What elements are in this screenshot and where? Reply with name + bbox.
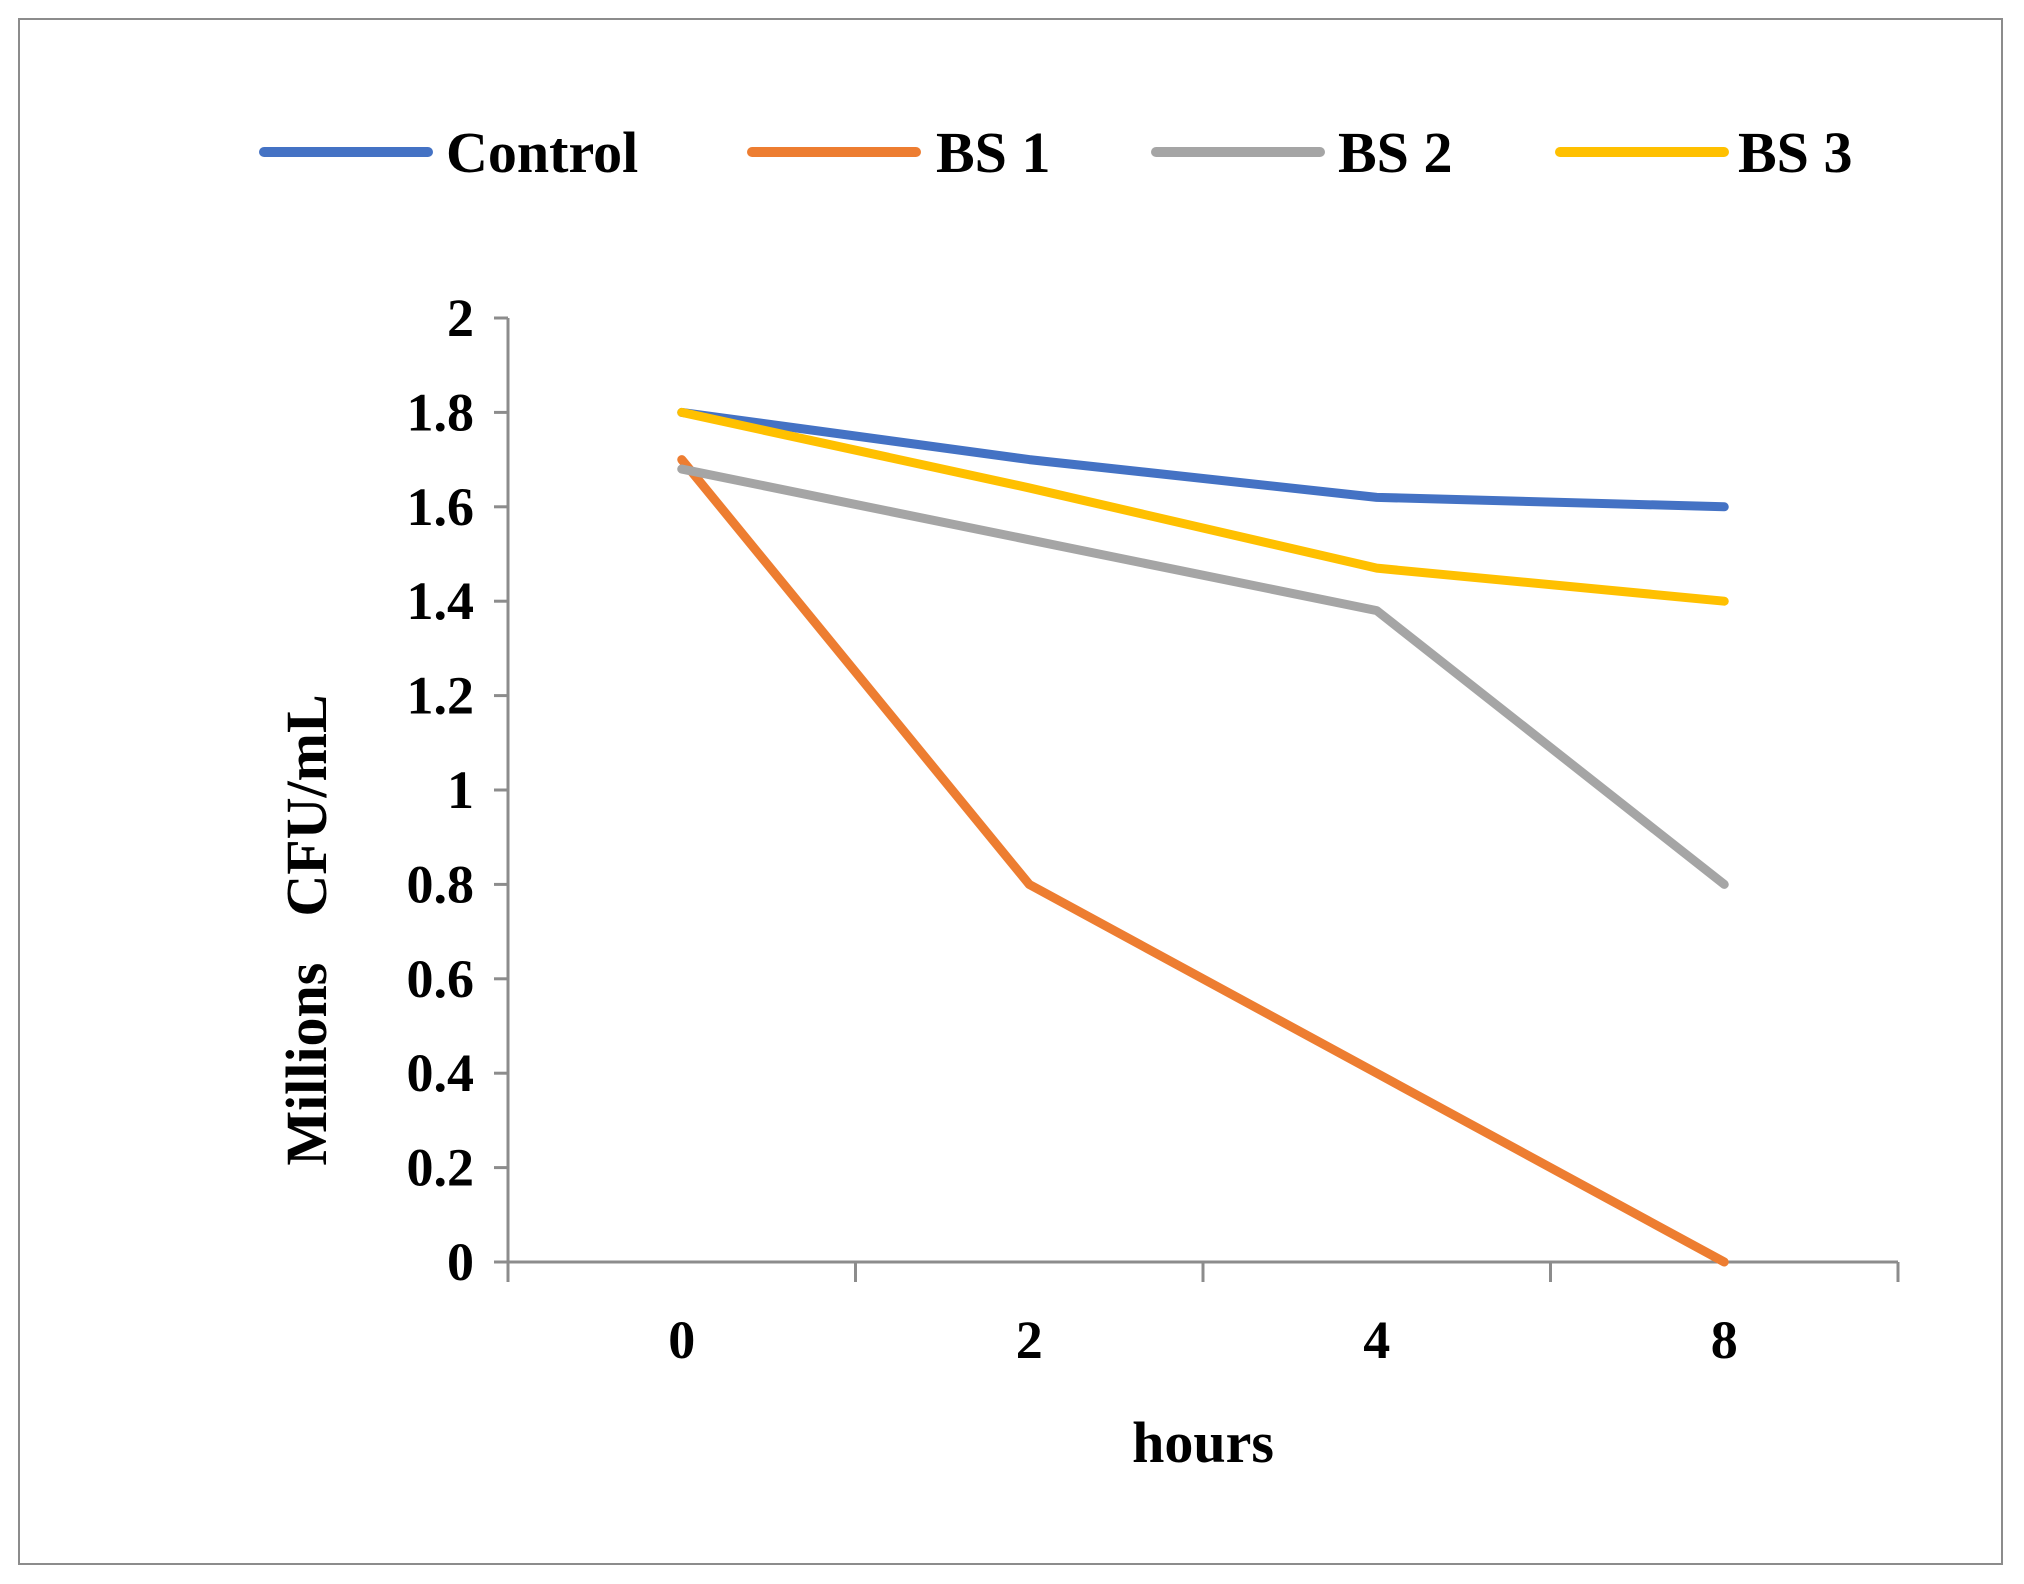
y-tick-label: 0.6	[407, 949, 475, 1009]
legend-item: BS 2	[1151, 120, 1452, 185]
legend-label: Control	[446, 120, 638, 185]
y-tick-label: 1.6	[407, 477, 475, 537]
y-axis-title: Millions CFU/mL	[274, 694, 339, 1165]
y-tick-label: 1.4	[407, 571, 475, 631]
series-line-bs-2	[677, 464, 1729, 889]
x-axis: 0 2 4 8	[506, 1260, 1900, 1370]
legend-label: BS 1	[936, 120, 1050, 185]
x-axis-title: hours	[1132, 1410, 1274, 1475]
y-axis: 0 0.2 0.4 0.6 0.8 1 1.2 1.4 1.6 1.8 2	[407, 288, 510, 1292]
legend: Control BS 1 BS 2 BS 3	[259, 120, 1852, 185]
chart-frame	[18, 18, 2003, 1565]
legend-item: BS 1	[747, 120, 1050, 185]
series-lines	[677, 407, 1729, 1267]
y-tick-label: 1.8	[407, 382, 475, 442]
y-tick-label: 0.4	[407, 1043, 475, 1103]
legend-label: BS 2	[1338, 120, 1452, 185]
x-tick-label: 2	[1016, 1310, 1043, 1370]
series-line-bs-3	[677, 407, 1729, 606]
y-tick-label: 1	[447, 760, 474, 820]
y-tick-label: 0	[447, 1232, 474, 1292]
y-axis-title-part: CFU/mL	[274, 694, 339, 916]
y-axis-title-text: Millions CFU/mL	[274, 694, 339, 1165]
legend-item: Control	[259, 120, 638, 185]
series-line-control	[677, 407, 1729, 512]
y-tick-label: 0.8	[407, 854, 475, 914]
legend-label: BS 3	[1738, 120, 1852, 185]
legend-item: BS 3	[1555, 120, 1852, 185]
x-tick-label: 8	[1711, 1310, 1738, 1370]
series-line-bs-1	[677, 455, 1729, 1267]
x-tick-label: 0	[668, 1310, 695, 1370]
y-tick-label: 1.2	[407, 666, 475, 726]
y-tick-label: 2	[447, 288, 474, 348]
x-tick-label: 4	[1363, 1310, 1390, 1370]
y-axis-title-part: Millions	[274, 963, 339, 1166]
y-tick-label: 0.2	[407, 1138, 475, 1198]
